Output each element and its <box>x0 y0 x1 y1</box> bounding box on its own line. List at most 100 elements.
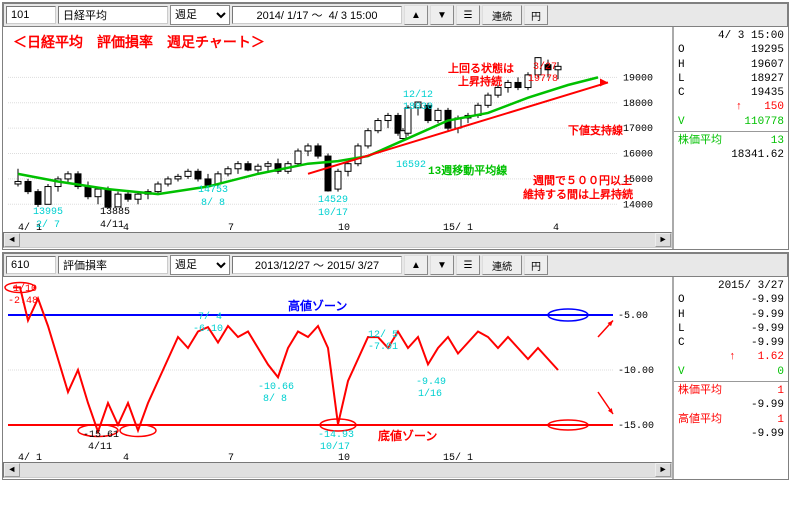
chart-annotation: -2.48 <box>8 296 38 307</box>
horizontal-scrollbar[interactable]: ◄ ► <box>3 232 672 248</box>
code-input[interactable] <box>6 6 56 24</box>
bottom-toolbar: 週足 ▲ ▼ ☰ 連続 円 <box>3 253 788 277</box>
chart-annotation: -14.93 <box>318 430 354 441</box>
up-button[interactable]: ▲ <box>404 5 428 25</box>
scroll-left-icon[interactable]: ◄ <box>4 463 20 477</box>
svg-text:底値ゾーン: 底値ゾーン <box>378 428 437 444</box>
down-button[interactable]: ▼ <box>430 255 454 275</box>
avg-period: 13 <box>771 134 784 148</box>
chart-annotation: 18030 <box>403 102 433 113</box>
svg-text:高値ゾーン: 高値ゾーン <box>288 298 347 314</box>
list-button[interactable]: ☰ <box>456 5 480 25</box>
avg1-period: 1 <box>777 384 784 398</box>
top-toolbar: 週足 ▲ ▼ ☰ 連続 円 <box>3 3 788 27</box>
svg-text:7: 7 <box>228 223 234 232</box>
top-ohlc-panel: 4/ 3 15:00 O19295 H19607 L18927 C19435 ↑… <box>673 27 788 249</box>
scroll-right-icon[interactable]: ► <box>655 233 671 247</box>
svg-text:4: 4 <box>123 453 129 462</box>
chart-title: ＜日経平均 評価損率 週足チャート＞ <box>13 32 265 52</box>
avg1-value: -9.99 <box>751 398 784 412</box>
chart-annotation: 維持する間は上昇持続 <box>523 186 633 202</box>
chart-annotation: 10/17 <box>320 442 350 453</box>
chart-annotation: 14529 <box>318 195 348 206</box>
continuous-button[interactable]: 連続 <box>482 255 522 275</box>
chart-annotation: 下値支持線 <box>568 122 623 138</box>
ohlc-change: ↑ 150 <box>736 100 784 114</box>
svg-text:15/ 1: 15/ 1 <box>443 452 473 462</box>
code-input[interactable] <box>6 256 56 274</box>
svg-text:4/ 1: 4/ 1 <box>18 452 42 462</box>
chart-annotation: 12/12 <box>403 90 433 101</box>
chart-annotation: 2/ 7 <box>36 220 60 231</box>
avg1-label: 株価平均 <box>678 384 722 398</box>
bottom-chart-area: -5.00 -10.00 -15.00 高値ゾーン底値ゾーン 4/ 1 4 7 10 15/ 1… <box>3 277 673 479</box>
svg-text:-15.00: -15.00 <box>618 421 654 432</box>
up-button[interactable]: ▲ <box>404 255 428 275</box>
svg-text:16000: 16000 <box>623 150 653 161</box>
ohlc-volume: 110778 <box>744 115 784 129</box>
ohlc-close: -9.99 <box>751 336 784 350</box>
continuous-button[interactable]: 連続 <box>482 5 522 25</box>
avg-label: 株価平均 <box>678 134 722 148</box>
avg-value: 18341.62 <box>731 148 784 162</box>
ohlc-high: -9.99 <box>751 308 784 322</box>
top-chart-area: 1400015000160001700018000190004/ 1471015… <box>3 27 673 249</box>
chart-annotation: 上昇持続 <box>458 73 502 89</box>
chart-annotation: 19778 <box>528 74 558 85</box>
horizontal-scrollbar[interactable]: ◄ ► <box>3 462 672 478</box>
ohlc-volume: 0 <box>777 365 784 379</box>
chart-annotation: 8/ 8 <box>263 394 287 405</box>
svg-text:-10.00: -10.00 <box>618 366 654 377</box>
ohlc-high: 19607 <box>751 58 784 72</box>
period-select[interactable]: 週足 <box>170 5 230 25</box>
chart-annotation: 14753 <box>198 185 228 196</box>
yen-button[interactable]: 円 <box>524 255 548 275</box>
chart-annotation: 4/11 <box>100 220 124 231</box>
svg-text:7: 7 <box>228 453 234 462</box>
name-input[interactable] <box>58 6 168 24</box>
svg-text:4: 4 <box>553 223 559 232</box>
down-button[interactable]: ▼ <box>430 5 454 25</box>
svg-text:17000: 17000 <box>623 124 653 135</box>
svg-text:19000: 19000 <box>623 73 653 84</box>
chart-annotation: 1/10 <box>13 284 37 295</box>
chart-annotation: -15.61 <box>83 430 119 441</box>
name-input[interactable] <box>58 256 168 274</box>
svg-text:13週移動平均線: 13週移動平均線 <box>428 163 507 178</box>
chart-annotation: 13995 <box>33 207 63 218</box>
ohlc-low: 18927 <box>751 72 784 86</box>
scroll-left-icon[interactable]: ◄ <box>4 233 20 247</box>
ohlc-date: 4/ 3 15:00 <box>718 29 784 43</box>
date-range-input[interactable] <box>232 256 402 274</box>
avg2-label: 高値平均 <box>678 413 722 427</box>
chart-annotation: 8/ 8 <box>201 198 225 209</box>
avg2-value: -9.99 <box>751 427 784 441</box>
chart-annotation: -7.01 <box>368 342 398 353</box>
svg-text:10: 10 <box>338 223 350 232</box>
date-range-input[interactable] <box>232 6 402 24</box>
avg2-period: 1 <box>777 413 784 427</box>
scroll-right-icon[interactable]: ► <box>655 463 671 477</box>
chart-annotation: 7/ 4 <box>198 312 222 323</box>
svg-text:-5.00: -5.00 <box>618 311 648 322</box>
chart-annotation: 12/ 5 <box>368 330 398 341</box>
chart-annotation: 13885 <box>100 207 130 218</box>
chart-annotation: 16592 <box>396 160 426 171</box>
svg-text:15/ 1: 15/ 1 <box>443 222 473 232</box>
chart-annotation: 3/27 <box>533 62 557 73</box>
chart-annotation: -9.49 <box>416 377 446 388</box>
period-select[interactable]: 週足 <box>170 255 230 275</box>
ohlc-date: 2015/ 3/27 <box>718 279 784 293</box>
ohlc-open: -9.99 <box>751 293 784 307</box>
yen-button[interactable]: 円 <box>524 5 548 25</box>
chart-annotation: 10/17 <box>318 208 348 219</box>
chart-annotation: -10.66 <box>258 382 294 393</box>
chart-annotation: 4/11 <box>88 442 112 453</box>
svg-text:10: 10 <box>338 453 350 462</box>
list-button[interactable]: ☰ <box>456 255 480 275</box>
bottom-ohlc-panel: 2015/ 3/27 O-9.99 H-9.99 L-9.99 C-9.99 ↑… <box>673 277 788 479</box>
ohlc-close: 19435 <box>751 86 784 100</box>
ohlc-change: ↑ 1.62 <box>729 350 784 364</box>
ohlc-low: -9.99 <box>751 322 784 336</box>
ohlc-open: 19295 <box>751 43 784 57</box>
